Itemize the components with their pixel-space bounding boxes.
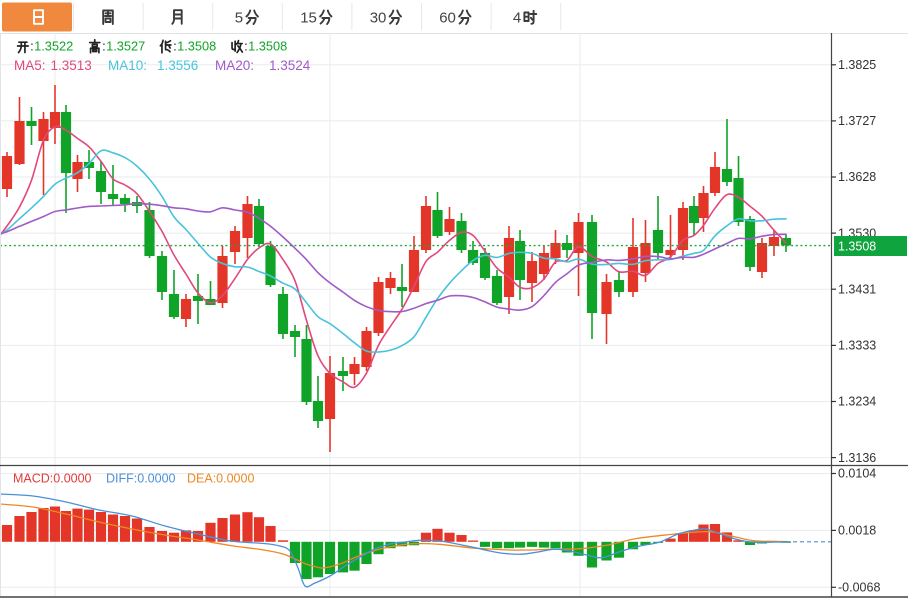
svg-text::: : xyxy=(173,39,177,54)
svg-text:1.3727: 1.3727 xyxy=(838,114,876,128)
svg-text:1.3524: 1.3524 xyxy=(269,58,311,73)
svg-text:MACD:0.0000: MACD:0.0000 xyxy=(13,472,92,486)
svg-text:-0.0068: -0.0068 xyxy=(838,581,880,595)
svg-text:0.0018: 0.0018 xyxy=(838,524,876,538)
svg-text:1.3431: 1.3431 xyxy=(838,282,876,296)
svg-text:MA10:: MA10: xyxy=(108,58,147,73)
svg-text:1.3136: 1.3136 xyxy=(838,451,876,465)
svg-text:DEA:0.0000: DEA:0.0000 xyxy=(187,472,254,486)
svg-text:1.3522: 1.3522 xyxy=(34,39,73,54)
svg-text:5: 5 xyxy=(235,10,243,27)
svg-text::: : xyxy=(102,39,106,54)
svg-text:1.3513: 1.3513 xyxy=(51,58,92,73)
svg-text:DIFF:0.0000: DIFF:0.0000 xyxy=(106,472,176,486)
svg-text:1.3825: 1.3825 xyxy=(838,58,876,72)
svg-text:1.3527: 1.3527 xyxy=(106,39,145,54)
svg-text:1.3333: 1.3333 xyxy=(838,339,876,353)
svg-text:60: 60 xyxy=(439,10,456,27)
svg-text::: : xyxy=(244,39,248,54)
svg-text:1.3508: 1.3508 xyxy=(838,240,876,254)
svg-text:4: 4 xyxy=(513,10,521,27)
svg-text::: : xyxy=(30,39,34,54)
svg-text:0.0104: 0.0104 xyxy=(838,467,876,481)
svg-text:1.3234: 1.3234 xyxy=(838,395,876,409)
svg-text:30: 30 xyxy=(370,10,387,27)
svg-text:1.3508: 1.3508 xyxy=(177,39,216,54)
svg-text:15: 15 xyxy=(300,10,317,27)
svg-text:1.3508: 1.3508 xyxy=(248,39,287,54)
svg-text:MA5:: MA5: xyxy=(14,58,46,73)
svg-text:1.3628: 1.3628 xyxy=(838,170,876,184)
svg-text:MA20:: MA20: xyxy=(215,58,254,73)
svg-text:1.3556: 1.3556 xyxy=(157,58,198,73)
